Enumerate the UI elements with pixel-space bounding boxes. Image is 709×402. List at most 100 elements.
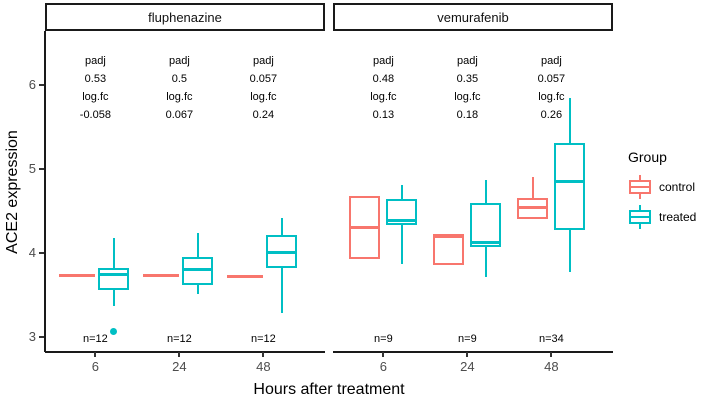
annotation-padj-label: padj	[168, 55, 190, 67]
x-tick-mark	[94, 352, 97, 357]
x-tick-label: 24	[172, 359, 187, 374]
legend-key-median	[629, 216, 651, 218]
annotation-block: padj 0.057 log.fc 0.26	[503, 52, 599, 124]
x-tick-mark	[466, 352, 469, 357]
y-tick-mark	[39, 168, 44, 170]
sample-size-label: n=9	[458, 333, 477, 345]
annotation-logfc-label: log.fc	[538, 91, 565, 103]
box-treated	[470, 202, 502, 248]
legend-items: control treated	[628, 175, 696, 229]
annotation-padj-value: 0.35	[456, 73, 479, 85]
x-axis-line-right-panel	[333, 351, 613, 353]
annotation-block: padj 0.5 log.fc 0.067	[131, 52, 227, 124]
lower-whisker-treated	[484, 247, 487, 278]
annotation-padj-value: 0.53	[84, 73, 107, 85]
sample-size-label: n=12	[251, 333, 276, 345]
annotation-padj-label: padj	[372, 55, 394, 67]
annotation-block: padj 0.48 log.fc 0.13	[335, 52, 431, 124]
annotation-padj-value: 0.057	[537, 73, 566, 85]
annotation-logfc-label: log.fc	[250, 91, 277, 103]
annotation-logfc-value: 0.18	[456, 109, 479, 121]
annotation-padj-value: 0.057	[249, 73, 278, 85]
sample-size-label: n=12	[167, 333, 192, 345]
box-control	[433, 233, 465, 265]
annotation-block: padj 0.53 log.fc -0.058	[47, 52, 143, 124]
median-line-treated	[266, 250, 298, 254]
upper-whisker-treated	[568, 97, 571, 143]
x-tick-mark	[382, 352, 385, 357]
sample-size-label: n=34	[539, 333, 564, 345]
upper-whisker-control	[531, 177, 534, 199]
annotation-padj-value: 0.48	[372, 73, 395, 85]
annotation-logfc-value: 0.067	[165, 109, 194, 121]
lower-whisker-treated	[280, 268, 283, 313]
y-axis-line	[44, 31, 46, 352]
sample-size-label: n=12	[83, 333, 108, 345]
legend-key-boxplot-icon	[628, 175, 652, 199]
y-tick-label: 5	[28, 161, 36, 176]
lower-whisker-treated	[400, 225, 403, 264]
lower-whisker-treated	[112, 289, 115, 306]
lower-whisker-treated	[568, 230, 571, 273]
facet-strip-vemurafenib: vemurafenib	[333, 3, 613, 31]
median-line-control	[58, 274, 95, 278]
legend-key-median	[629, 186, 651, 188]
annotation-block: padj 0.35 log.fc 0.18	[419, 52, 515, 124]
x-tick-label: 24	[460, 359, 475, 374]
y-tick-label: 3	[28, 329, 36, 344]
median-line-control	[142, 274, 179, 278]
upper-whisker-treated	[484, 179, 487, 203]
annotation-padj-label: padj	[540, 55, 562, 67]
x-tick-mark	[178, 352, 181, 357]
annotation-padj-value: 0.5	[171, 73, 188, 85]
median-line-control	[433, 234, 465, 238]
annotation-logfc-label: log.fc	[166, 91, 193, 103]
y-tick-mark	[39, 252, 44, 254]
x-tick-label: 6	[91, 359, 99, 374]
x-axis-title: Hours after treatment	[253, 381, 405, 398]
median-line-control	[226, 275, 263, 279]
median-line-treated	[182, 268, 214, 272]
y-tick-label: 6	[28, 77, 36, 92]
sample-size-label: n=9	[374, 333, 393, 345]
median-line-treated	[98, 273, 130, 277]
legend-item-label: treated	[659, 210, 697, 224]
annotation-logfc-value: -0.058	[79, 109, 111, 121]
x-tick-label: 48	[544, 359, 559, 374]
median-line-treated	[554, 180, 586, 184]
annotation-logfc-label: log.fc	[454, 91, 481, 103]
annotation-block: padj 0.057 log.fc 0.24	[215, 52, 311, 124]
legend-item-label: control	[659, 180, 696, 194]
y-tick-mark	[39, 336, 44, 338]
legend-title: Group	[628, 149, 667, 165]
upper-whisker-treated	[280, 217, 283, 236]
x-tick-label: 48	[256, 359, 271, 374]
y-tick-mark	[39, 84, 44, 86]
x-tick-mark	[262, 352, 265, 357]
annotation-logfc-label: log.fc	[370, 91, 397, 103]
median-line-treated	[386, 218, 418, 222]
median-line-control	[349, 226, 381, 230]
x-tick-label: 6	[379, 359, 387, 374]
y-tick-label: 4	[28, 245, 36, 260]
annotation-logfc-label: log.fc	[82, 91, 109, 103]
legend-key-boxplot-icon	[628, 205, 652, 229]
upper-whisker-treated	[400, 184, 403, 200]
facet-strip-fluphenazine: fluphenazine	[45, 3, 325, 31]
facet-strip-label: fluphenazine	[148, 9, 222, 25]
annotation-logfc-value: 0.24	[252, 109, 275, 121]
box-treated	[554, 142, 586, 231]
annotation-padj-label: padj	[252, 55, 274, 67]
annotation-logfc-value: 0.13	[372, 109, 395, 121]
annotation-logfc-value: 0.26	[540, 109, 563, 121]
legend-item-control: control	[628, 175, 696, 199]
annotation-padj-label: padj	[84, 55, 106, 67]
box-treated	[98, 268, 130, 290]
x-axis-line-left-panel	[45, 351, 325, 353]
outlier-point-treated	[110, 328, 118, 336]
median-line-control	[517, 206, 549, 210]
annotation-padj-label: padj	[456, 55, 478, 67]
median-line-treated	[470, 240, 502, 244]
upper-whisker-treated	[112, 237, 115, 269]
